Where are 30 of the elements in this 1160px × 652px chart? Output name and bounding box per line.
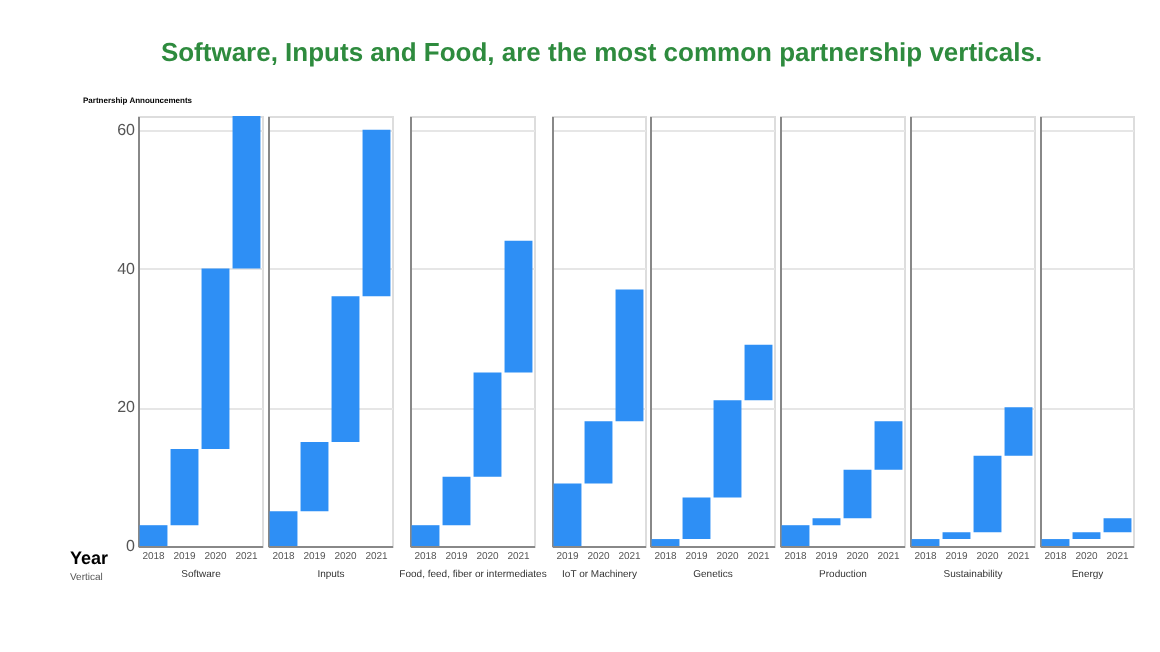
bar — [973, 455, 1002, 533]
bar — [300, 441, 329, 512]
bar — [682, 497, 711, 540]
text: Year — [70, 548, 110, 568]
bar — [473, 372, 502, 477]
y-tick-label: 20 — [117, 398, 137, 417]
bar — [911, 539, 940, 546]
text: Software, Inputs and Food, are the most common partnership verticals. — [160, 37, 1043, 67]
bar — [232, 116, 261, 269]
bar — [1004, 407, 1033, 456]
bar — [442, 476, 471, 526]
bar — [713, 400, 742, 498]
bar — [651, 539, 680, 546]
bar — [942, 532, 971, 540]
bar — [170, 448, 199, 526]
bar — [874, 421, 903, 470]
bar — [812, 518, 841, 526]
y-tick-label: 60 — [117, 120, 137, 139]
bar — [331, 296, 360, 442]
bar — [362, 129, 391, 297]
bar — [744, 344, 773, 401]
bar — [269, 511, 298, 546]
bar — [139, 525, 168, 546]
bar — [411, 525, 440, 546]
bar — [201, 268, 230, 449]
bar — [843, 469, 872, 519]
y-tick-label: 0 — [126, 537, 137, 555]
bar — [781, 525, 810, 546]
y-tick-label: 40 — [117, 259, 137, 278]
bar — [504, 240, 533, 373]
